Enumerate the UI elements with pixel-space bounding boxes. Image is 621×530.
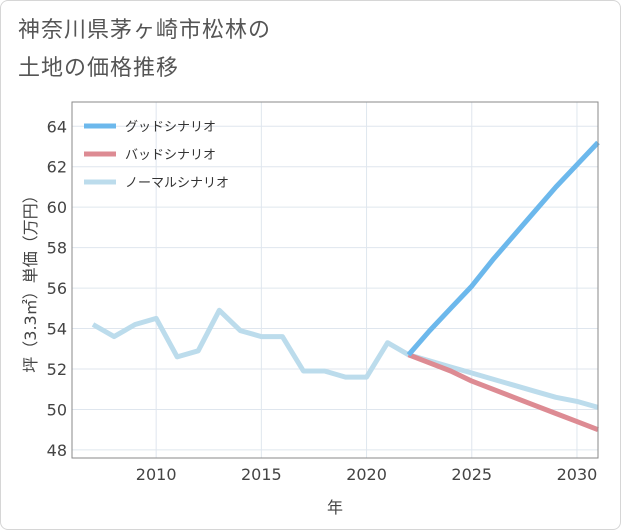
y-tick-label: 56 (47, 279, 67, 298)
y-tick-label: 48 (47, 441, 67, 460)
legend-label-2: ノーマルシナリオ (125, 176, 229, 191)
plot-frame (71, 101, 599, 459)
series-line-2 (91, 307, 599, 410)
series-line-0 (406, 140, 600, 357)
legend-label-1: バッドシナリオ (125, 148, 216, 163)
y-tick-label: 50 (47, 400, 67, 419)
x-tick-label: 2020 (346, 465, 387, 484)
y-tick-label: 58 (47, 239, 67, 258)
y-tick-label: 64 (47, 117, 67, 136)
y-tick-label: 52 (47, 360, 67, 379)
legend-label-0: グッドシナリオ (125, 120, 216, 135)
grid (72, 102, 598, 458)
series-layer (91, 140, 600, 433)
y-axis-label: 坪（3.3㎡）単価（万円） (21, 187, 40, 372)
y-tick-label: 54 (47, 320, 67, 339)
series-line-1 (407, 352, 599, 433)
chart-title: 神奈川県茅ヶ崎市松林の 土地の価格推移 (18, 18, 272, 81)
x-tick-label: 2010 (136, 465, 177, 484)
x-axis-label: 年 (327, 498, 343, 517)
y-tick-label: 60 (47, 198, 67, 217)
x-tick-label: 2025 (451, 465, 492, 484)
x-tick-label: 2015 (241, 465, 282, 484)
x-tick-label: 2030 (557, 465, 598, 484)
y-tick-label: 62 (47, 158, 67, 177)
ticks: 2010 2015 2020 2025 2030 48 50 52 54 56 58 60 62 64 (47, 117, 598, 484)
